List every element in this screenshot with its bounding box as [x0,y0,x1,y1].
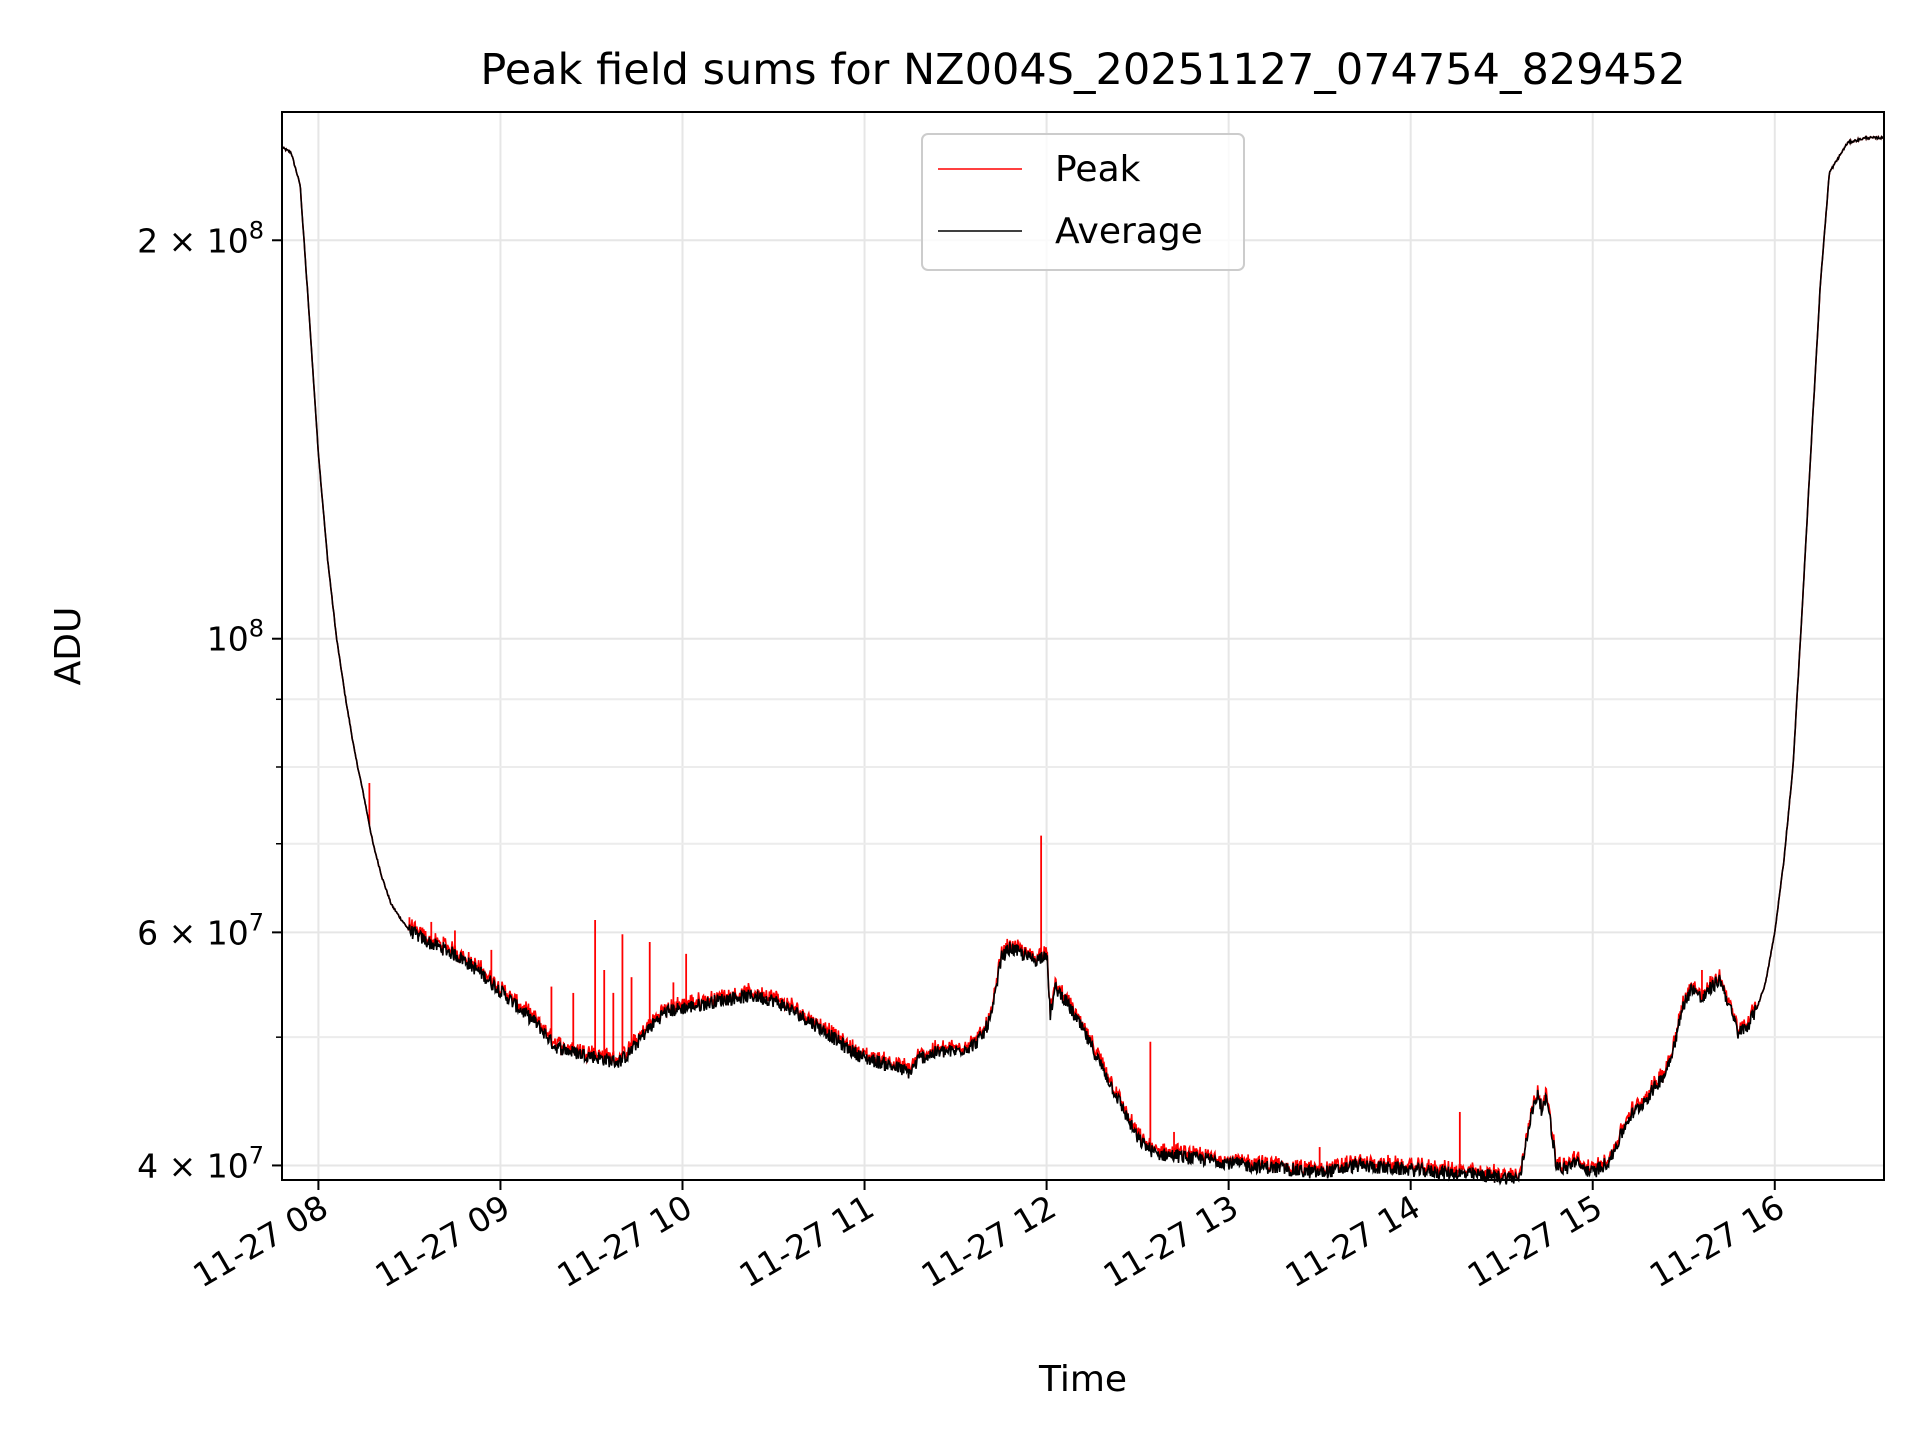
plot-frame [281,111,1885,1181]
y-tick-label-exponent: 7 [249,908,264,936]
y-tick-label-exponent: 8 [249,615,264,643]
series-average [281,135,1885,1186]
legend-average-label: Average [1055,211,1203,252]
series-layer [281,135,1885,1186]
y-tick-label-base: 4 × 10 [137,1146,249,1185]
y-tick-label: 6 × 107 [137,908,264,952]
y-tick-label-base: 10 [207,620,249,659]
legend-box [921,133,1245,271]
y-tick-label-exponent: 7 [249,1141,264,1169]
y-tick-label: 108 [207,615,264,659]
y-tick-label: 2 × 108 [137,216,264,260]
legend-peak-label: Peak [1055,149,1141,190]
y-axis-label: ADU [48,607,89,686]
grid [282,112,1884,1180]
y-tick-label: 4 × 107 [137,1141,264,1185]
y-tick-label-base: 2 × 10 [137,221,249,260]
legend: Peak Average [921,133,1245,271]
average-line [281,135,1885,1186]
x-axis-label: Time [1038,1359,1127,1400]
y-tick-label-base: 6 × 10 [137,913,249,952]
y-tick-label-exponent: 8 [249,216,264,244]
chart-title: Peak field sums for NZ004S_20251127_0747… [480,45,1685,95]
